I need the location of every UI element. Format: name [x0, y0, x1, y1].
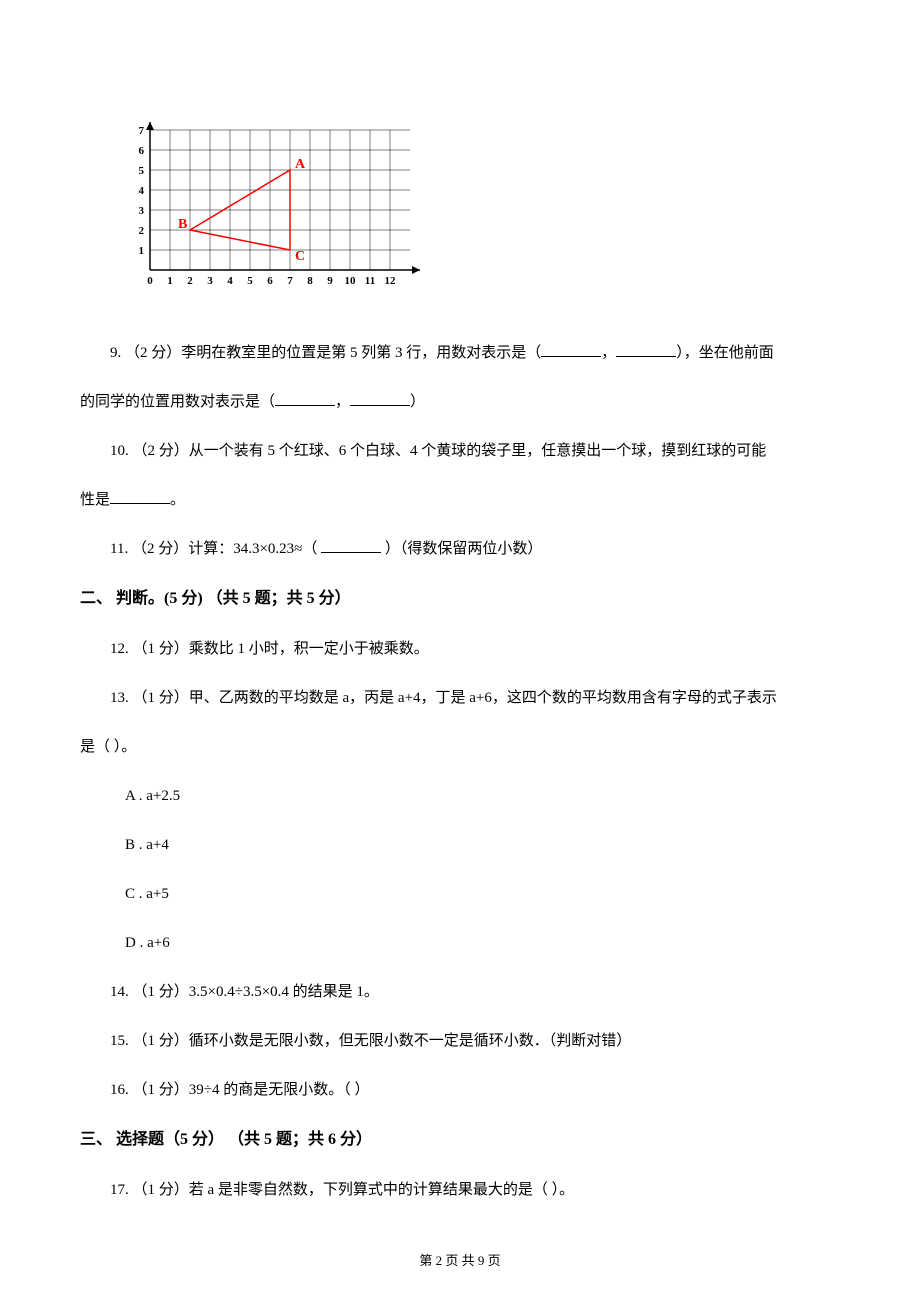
question-14: 14. （1 分）3.5×0.4÷3.5×0.4 的结果是 1。: [80, 979, 840, 1006]
q10-text-2: 性是: [80, 492, 110, 508]
svg-text:5: 5: [247, 275, 253, 287]
section-2-header: 二、 判断。(5 分) （共 5 题；共 5 分）: [80, 585, 840, 614]
q9-text-6: ）: [410, 394, 425, 410]
svg-text:11: 11: [365, 275, 375, 287]
svg-text:3: 3: [139, 205, 145, 217]
q9-text-5: ，: [335, 394, 350, 410]
blank: [275, 391, 335, 406]
q10-text-3: 。: [170, 492, 185, 508]
svg-text:1: 1: [167, 275, 173, 287]
option-13-a: A . a+2.5: [125, 783, 840, 810]
question-17: 17. （1 分）若 a 是非零自然数，下列算式中的计算结果最大的是（ ）。: [80, 1177, 840, 1204]
q10-text-1: 10. （2 分）从一个装有 5 个红球、6 个白球、4 个黄球的袋子里，任意摸…: [110, 443, 766, 459]
x-tick-labels: 0 1 2 3 4 5 6 7 8 9 10 11 12: [147, 275, 396, 287]
page-footer: 第 2 页 共 9 页: [0, 1249, 920, 1272]
svg-text:5: 5: [139, 165, 145, 177]
svg-text:10: 10: [345, 275, 357, 287]
svg-text:7: 7: [139, 125, 145, 137]
question-10: 10. （2 分）从一个装有 5 个红球、6 个白球、4 个黄球的袋子里，任意摸…: [80, 438, 840, 465]
svg-text:7: 7: [287, 275, 293, 287]
svg-text:4: 4: [227, 275, 233, 287]
blank: [541, 342, 601, 357]
svg-text:3: 3: [207, 275, 213, 287]
svg-text:4: 4: [139, 185, 145, 197]
svg-text:0: 0: [147, 275, 153, 287]
y-tick-labels: 1 2 3 4 5 6 7: [139, 125, 145, 257]
question-15: 15. （1 分）循环小数是无限小数，但无限小数不一定是循环小数．（判断对错）: [80, 1028, 840, 1055]
x-axis-arrow: [412, 266, 420, 274]
question-12: 12. （1 分）乘数比 1 小时，积一定小于被乘数。: [80, 636, 840, 663]
option-13-c: C . a+5: [125, 881, 840, 908]
svg-text:8: 8: [307, 275, 313, 287]
point-label-c: C: [295, 249, 305, 264]
question-9: 9. （2 分）李明在教室里的位置是第 5 列第 3 行，用数对表示是（ ， ），坐…: [80, 340, 840, 367]
blank: [350, 391, 410, 406]
option-13-d: D . a+6: [125, 930, 840, 957]
q11-text-1: 11. （2 分）计算：34.3×0.23≈（: [110, 541, 321, 557]
svg-text:1: 1: [139, 245, 145, 257]
question-16: 16. （1 分）39÷4 的商是无限小数。（ ）: [80, 1077, 840, 1104]
q9-text-4: 的同学的位置用数对表示是（: [80, 394, 275, 410]
blank: [616, 342, 676, 357]
blank: [110, 489, 170, 504]
svg-text:9: 9: [327, 275, 333, 287]
svg-text:2: 2: [187, 275, 193, 287]
svg-text:6: 6: [139, 145, 145, 157]
y-axis-arrow: [146, 122, 154, 130]
svg-text:2: 2: [139, 225, 145, 237]
coordinate-chart: 0 1 2 3 4 5 6 7 8 9 10 11 12 1 2 3 4 5 6…: [120, 120, 840, 310]
question-11: 11. （2 分）计算：34.3×0.23≈（ ）（得数保留两位小数）: [80, 536, 840, 563]
q9-text-2: ，: [601, 345, 616, 361]
option-13-b: B . a+4: [125, 832, 840, 859]
chart-svg: 0 1 2 3 4 5 6 7 8 9 10 11 12 1 2 3 4 5 6…: [120, 120, 430, 300]
section-3-header: 三、 选择题（5 分） （共 5 题；共 6 分）: [80, 1126, 840, 1155]
blank: [321, 538, 381, 553]
point-label-a: A: [295, 157, 306, 172]
q11-text-2: ）（得数保留两位小数）: [381, 541, 542, 557]
q9-text-3: ），坐在他前面: [676, 345, 774, 361]
svg-text:6: 6: [267, 275, 273, 287]
question-10-line2: 性是 。: [80, 487, 840, 514]
point-label-b: B: [178, 217, 187, 232]
question-9-line2: 的同学的位置用数对表示是（ ， ）: [80, 389, 840, 416]
question-13: 13. （1 分）甲、乙两数的平均数是 a，丙是 a+4，丁是 a+6，这四个数…: [80, 685, 840, 712]
grid: [150, 130, 410, 270]
svg-text:12: 12: [385, 275, 397, 287]
q9-text-1: 9. （2 分）李明在教室里的位置是第 5 列第 3 行，用数对表示是（: [110, 345, 541, 361]
question-13-line2: 是（ ）。: [80, 734, 840, 761]
